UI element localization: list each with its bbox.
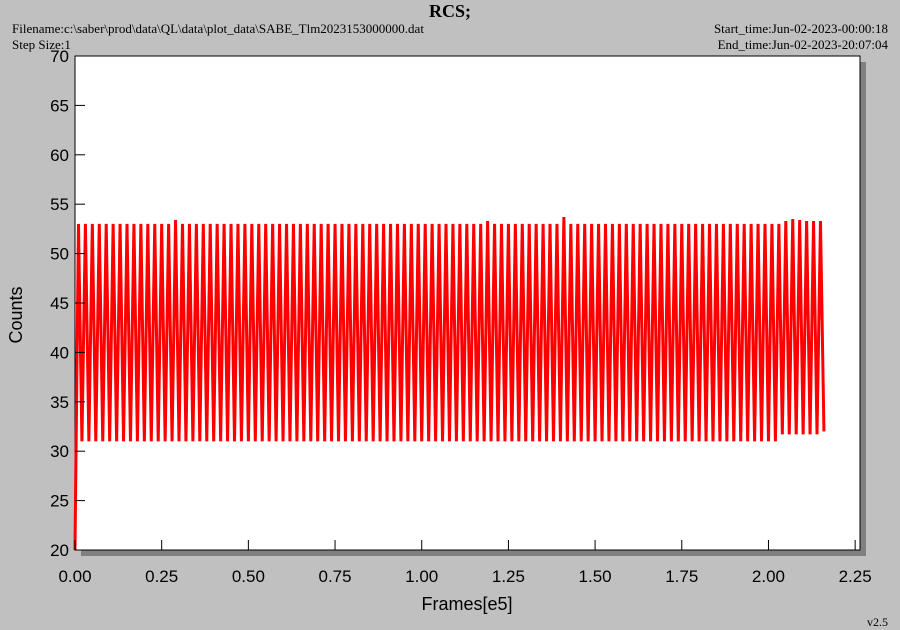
y-tick-label: 60	[50, 146, 69, 165]
x-tick-label: 1.75	[665, 567, 698, 586]
x-tick-label: 0.50	[232, 567, 265, 586]
data-line	[73, 217, 826, 551]
x-tick-label: 2.25	[839, 567, 872, 586]
y-tick-label: 50	[50, 245, 69, 264]
y-tick-label: 55	[50, 195, 69, 214]
x-axis-label: Frames[e5]	[421, 594, 512, 614]
chart-title: RCS;	[429, 1, 471, 21]
x-tick-label: 0.75	[319, 567, 352, 586]
x-tick-label: 1.25	[492, 567, 525, 586]
y-tick-label: 65	[50, 96, 69, 115]
x-tick-label: 1.50	[579, 567, 612, 586]
y-tick-label: 45	[50, 294, 69, 313]
end-time: End_time:Jun-02-2023-20:07:04	[718, 37, 889, 52]
y-axis-label: Counts	[6, 286, 26, 343]
y-tick-label: 40	[50, 343, 69, 362]
x-tick-label: 0.00	[58, 567, 91, 586]
start-time: Start_time:Jun-02-2023-00:00:18	[714, 21, 888, 36]
step-size: Step Size:1	[12, 37, 71, 52]
filename: Filename:c:\saber\prod\data\QL\data\plot…	[12, 21, 424, 36]
y-tick-label: 25	[50, 492, 69, 511]
y-tick-label: 30	[50, 442, 69, 461]
y-tick-label: 35	[50, 393, 69, 412]
x-tick-label: 2.00	[752, 567, 785, 586]
x-tick-label: 1.00	[405, 567, 438, 586]
version: v2.5	[867, 615, 888, 629]
x-tick-label: 0.25	[145, 567, 178, 586]
y-tick-label: 20	[50, 541, 69, 560]
y-tick-label: 70	[50, 47, 69, 66]
